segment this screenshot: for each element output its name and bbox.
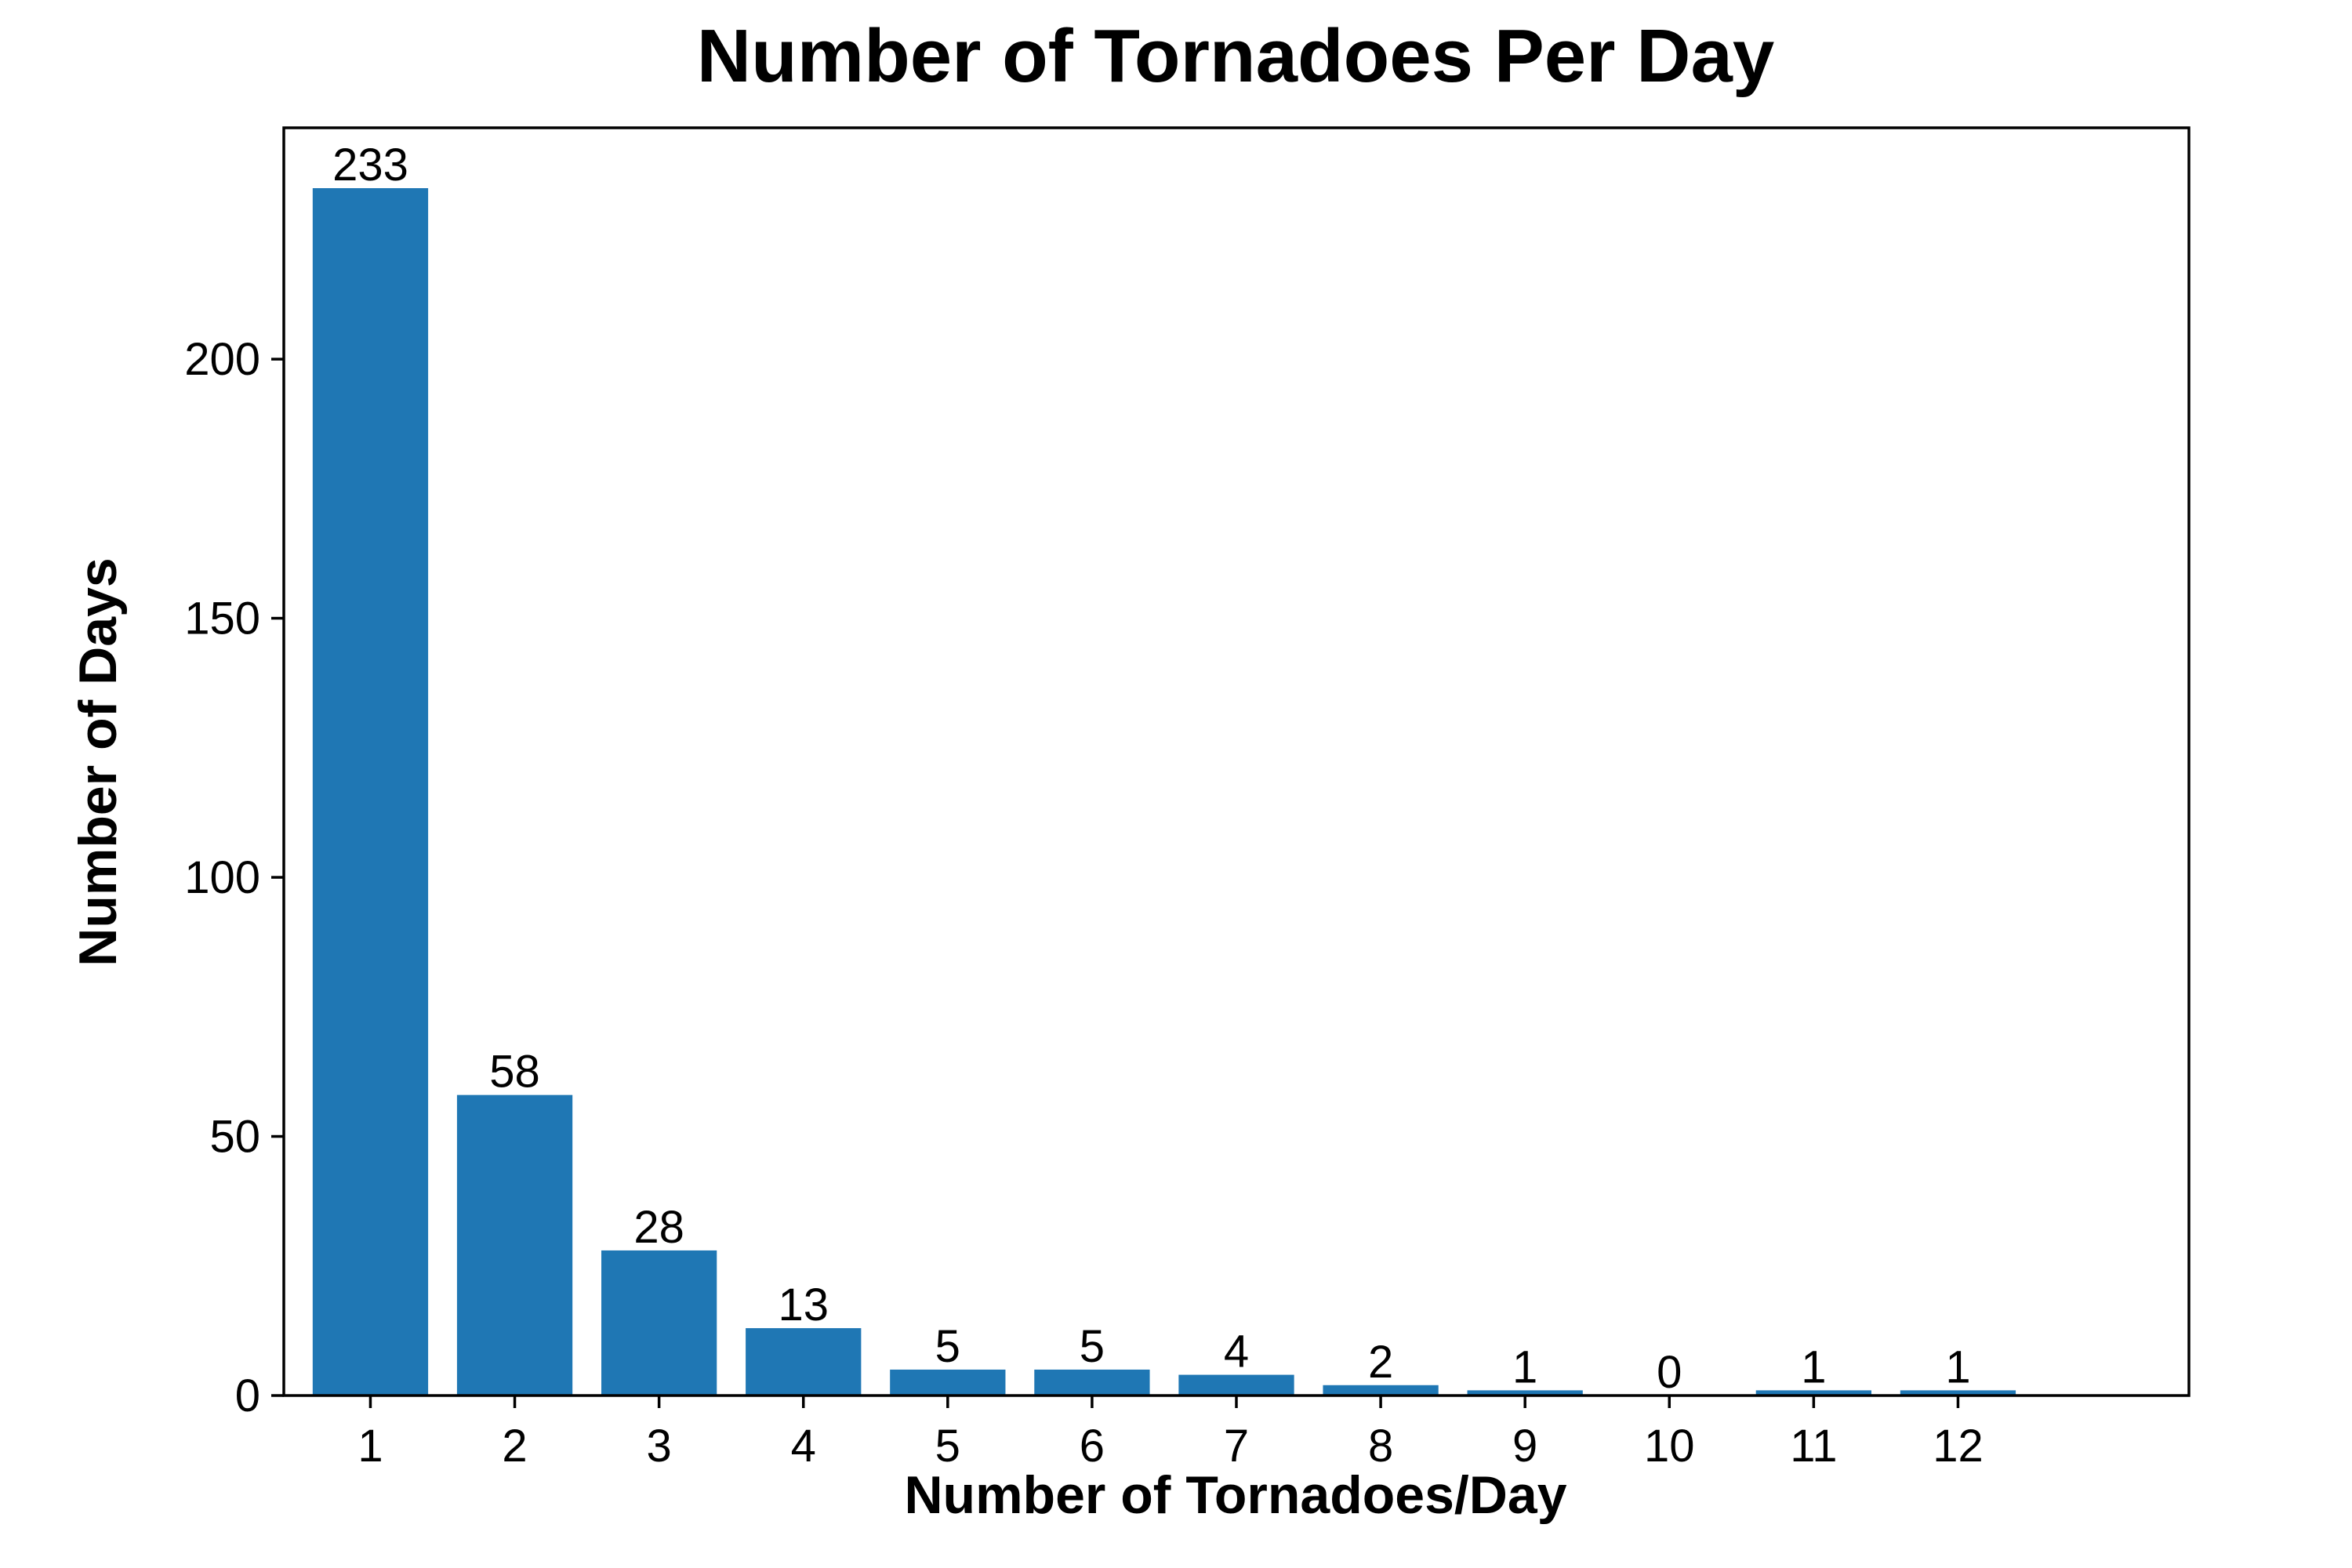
bar xyxy=(1755,1390,1871,1396)
bars-group xyxy=(312,188,2016,1396)
data-label: 1 xyxy=(1512,1341,1537,1392)
x-tick-label: 2 xyxy=(502,1421,527,1472)
chart-title: Number of Tornadoes Per Day xyxy=(697,14,1775,98)
bar xyxy=(1323,1385,1439,1396)
data-label: 1 xyxy=(1945,1341,1970,1392)
data-label: 2 xyxy=(1368,1337,1393,1388)
bar xyxy=(890,1369,1006,1396)
x-tick-label: 4 xyxy=(791,1421,816,1472)
data-label: 13 xyxy=(778,1279,829,1330)
x-axis: 1 2 3 4 5 6 7 8 9 10 11 12 xyxy=(358,1396,1984,1472)
y-tick-label: 200 xyxy=(184,334,260,385)
x-tick-label: 5 xyxy=(935,1421,960,1472)
x-tick-label: 11 xyxy=(1790,1421,1837,1472)
data-label: 5 xyxy=(935,1321,960,1372)
bar xyxy=(1467,1390,1583,1396)
bar xyxy=(456,1094,573,1396)
data-label: 0 xyxy=(1657,1347,1682,1398)
bar xyxy=(1900,1390,2016,1396)
data-label: 28 xyxy=(633,1202,684,1253)
bar xyxy=(312,188,429,1396)
y-tick-label: 100 xyxy=(184,852,260,903)
x-tick-label: 7 xyxy=(1224,1421,1249,1472)
x-tick-label: 9 xyxy=(1512,1421,1537,1472)
data-label: 4 xyxy=(1224,1327,1249,1377)
bar xyxy=(746,1328,862,1396)
x-tick-label: 6 xyxy=(1080,1421,1105,1472)
x-tick-label: 1 xyxy=(358,1421,383,1472)
data-label: 5 xyxy=(1080,1321,1105,1372)
x-tick-label: 3 xyxy=(647,1421,672,1472)
y-tick-label: 0 xyxy=(235,1370,260,1421)
y-tick-label: 150 xyxy=(184,593,260,644)
x-tick-label: 10 xyxy=(1644,1421,1695,1472)
y-axis: 0 50 100 150 200 xyxy=(184,334,284,1421)
y-tick-label: 50 xyxy=(209,1112,260,1163)
bar xyxy=(1034,1369,1150,1396)
y-axis-label: Number of Days xyxy=(68,557,128,966)
x-axis-label: Number of Tornadoes/Day xyxy=(904,1465,1566,1525)
data-labels-group: 233 58 28 13 5 5 4 2 1 0 1 1 xyxy=(332,140,1971,1398)
x-tick-label: 8 xyxy=(1368,1421,1393,1472)
data-label: 58 xyxy=(489,1047,540,1098)
x-tick-label: 12 xyxy=(1933,1421,1984,1472)
bar xyxy=(601,1250,717,1396)
data-label: 233 xyxy=(332,140,408,191)
bar xyxy=(1178,1374,1294,1396)
data-label: 1 xyxy=(1801,1341,1826,1392)
